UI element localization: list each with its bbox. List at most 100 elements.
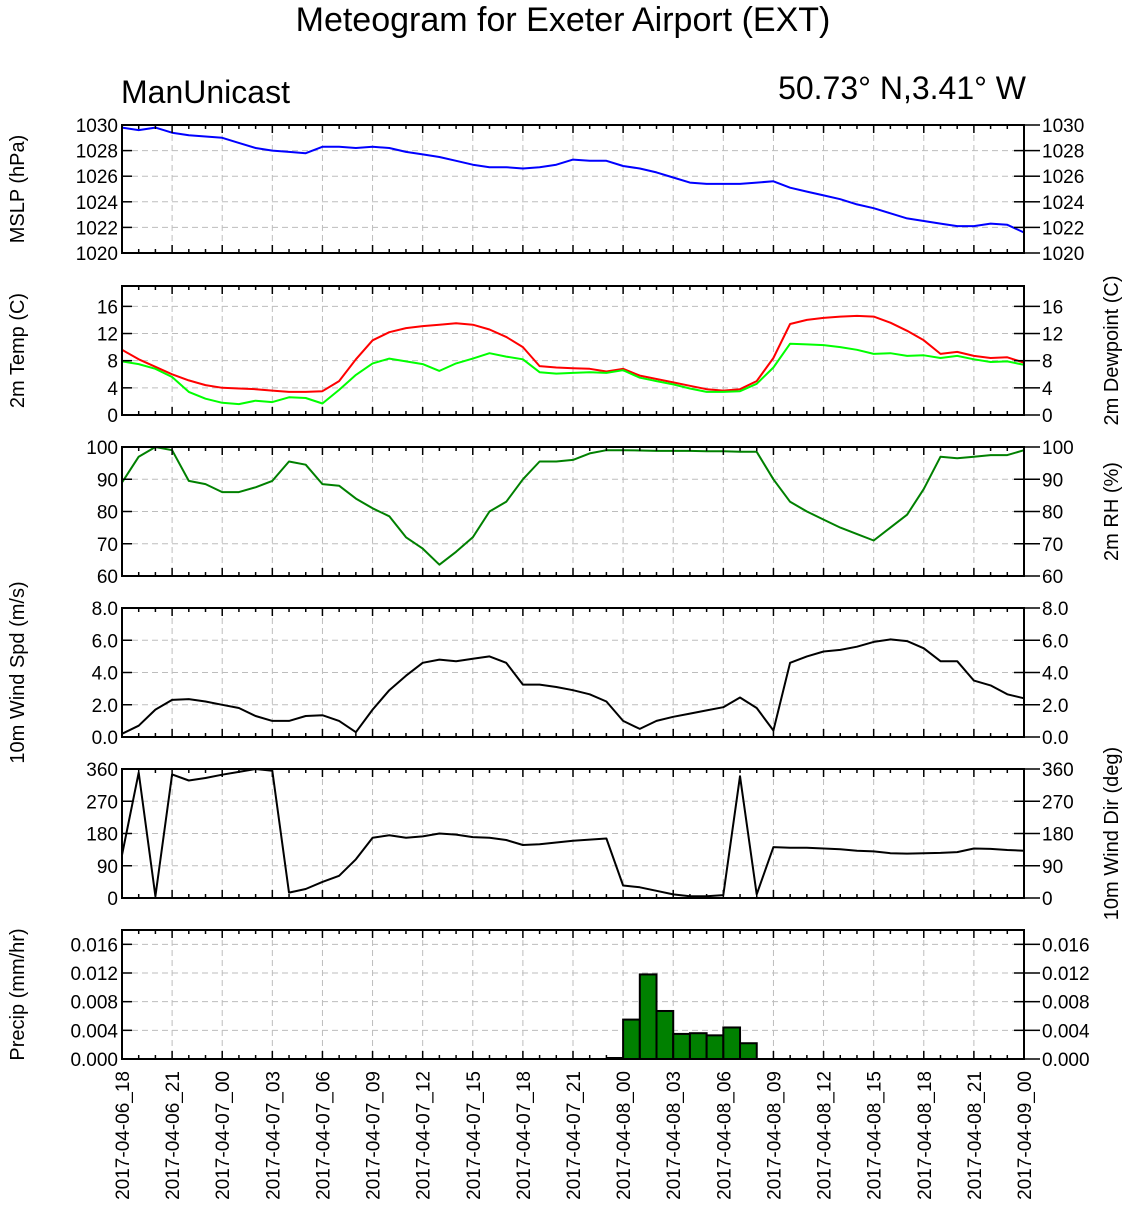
precip-bar bbox=[655, 1009, 675, 1061]
y-tick-label: 0.012 bbox=[70, 964, 118, 985]
y-tick-label: 4 bbox=[1042, 379, 1053, 400]
y-tick-label: 0.008 bbox=[1042, 993, 1090, 1014]
y-tick-label: 1026 bbox=[76, 167, 118, 188]
y-tick-label: 80 bbox=[1042, 503, 1063, 524]
y-tick-label: 1028 bbox=[1042, 142, 1084, 163]
y-tick-label: 0.004 bbox=[70, 1021, 118, 1042]
y-tick-label: 16 bbox=[1042, 297, 1063, 318]
x-tick-label: 2017-04-07_09 bbox=[364, 1071, 385, 1200]
x-tick-label: 2017-04-07_03 bbox=[263, 1071, 284, 1200]
x-tick-label: 2017-04-08_21 bbox=[965, 1071, 986, 1200]
series-line-0-0 bbox=[121, 126, 1025, 234]
panel-3 bbox=[121, 607, 1040, 738]
y-tick-label: 1022 bbox=[1042, 218, 1084, 239]
x-tick-label: 2017-04-07_18 bbox=[514, 1071, 535, 1200]
y-tick-label: 4 bbox=[107, 379, 118, 400]
y-tick-label: 70 bbox=[1042, 535, 1063, 556]
y-tick-label: 0.016 bbox=[70, 935, 118, 956]
y-tick-label: 0.016 bbox=[1042, 935, 1090, 956]
y-tick-label: 0.008 bbox=[70, 993, 118, 1014]
precip-bar bbox=[672, 1032, 691, 1060]
y-tick-label: 0.000 bbox=[70, 1050, 118, 1071]
y-tick-label: 12 bbox=[1042, 325, 1063, 346]
y-tick-label: 1022 bbox=[76, 218, 118, 239]
precip-bar bbox=[705, 1034, 725, 1060]
y-tick-label: 8.0 bbox=[1042, 599, 1068, 620]
y-tick-label: 2.0 bbox=[1042, 696, 1068, 717]
precip-bar bbox=[722, 1026, 742, 1061]
y-tick-label: 180 bbox=[86, 825, 118, 846]
y-axis-label: Precip (mm/hr) bbox=[7, 928, 29, 1060]
precip-bar bbox=[638, 973, 658, 1061]
y-tick-label: 0.0 bbox=[92, 728, 118, 749]
y-axis-label: 2m Temp (C) bbox=[7, 293, 29, 408]
y-tick-label: 1020 bbox=[76, 244, 118, 265]
y-tick-label: 0 bbox=[107, 406, 118, 427]
y-tick-label: 100 bbox=[86, 438, 118, 459]
y-tick-label: 0 bbox=[107, 889, 118, 910]
y-tick-label: 0.012 bbox=[1042, 964, 1090, 985]
x-tick-label: 2017-04-07_21 bbox=[564, 1071, 585, 1200]
y-tick-label: 360 bbox=[86, 760, 118, 781]
x-tick-label: 2017-04-08_00 bbox=[614, 1071, 635, 1200]
y-axis-label: MSLP (hPa) bbox=[7, 135, 29, 244]
y-axis-label-right: 2m Dewpoint (C) bbox=[1101, 275, 1123, 425]
y-tick-label: 90 bbox=[97, 857, 118, 878]
y-tick-label: 90 bbox=[1042, 470, 1063, 491]
y-tick-label: 100 bbox=[1042, 438, 1074, 459]
series-line-1-1 bbox=[121, 342, 1025, 406]
y-tick-label: 1026 bbox=[1042, 167, 1084, 188]
x-tick-label: 2017-04-07_00 bbox=[213, 1071, 234, 1200]
panel-0 bbox=[121, 124, 1040, 254]
x-tick-label: 2017-04-08_15 bbox=[865, 1071, 886, 1200]
y-tick-label: 4.0 bbox=[92, 664, 118, 685]
y-axis-label-right: 10m Wind Dir (deg) bbox=[1101, 747, 1123, 920]
x-tick-label: 2017-04-08_18 bbox=[915, 1071, 936, 1200]
y-tick-label: 6.0 bbox=[92, 631, 118, 652]
precip-bar bbox=[622, 1018, 641, 1060]
y-tick-label: 16 bbox=[97, 297, 118, 318]
y-tick-label: 60 bbox=[1042, 567, 1063, 588]
y-tick-label: 2.0 bbox=[92, 696, 118, 717]
y-tick-label: 1020 bbox=[1042, 244, 1084, 265]
station-coordinates: 50.73° N,3.41° W bbox=[778, 70, 1026, 106]
x-tick-label: 2017-04-08_03 bbox=[664, 1071, 685, 1200]
x-tick-label: 2017-04-07_06 bbox=[313, 1071, 334, 1200]
y-tick-label: 12 bbox=[97, 325, 118, 346]
model-name: ManUnicast bbox=[121, 74, 290, 110]
x-tick-label: 2017-04-08_06 bbox=[714, 1071, 735, 1200]
x-tick-label: 2017-04-07_15 bbox=[464, 1071, 485, 1200]
x-tick-label: 2017-04-08_09 bbox=[764, 1071, 785, 1200]
y-tick-label: 1024 bbox=[1042, 193, 1085, 214]
y-tick-label: 270 bbox=[1042, 792, 1074, 813]
y-axis-label: 10m Wind Spd (m/s) bbox=[7, 581, 29, 763]
x-tick-label: 2017-04-06_21 bbox=[163, 1071, 184, 1200]
y-tick-label: 80 bbox=[97, 503, 118, 524]
x-tick-label: 2017-04-08_12 bbox=[815, 1071, 836, 1200]
panel-5 bbox=[121, 929, 1040, 1061]
y-tick-label: 1030 bbox=[76, 116, 118, 137]
series-line-3-0 bbox=[121, 638, 1025, 735]
y-tick-label: 0.000 bbox=[1042, 1050, 1090, 1071]
y-tick-label: 90 bbox=[97, 470, 118, 491]
y-axis-label-right: 2m RH (%) bbox=[1101, 462, 1123, 561]
y-tick-label: 180 bbox=[1042, 825, 1074, 846]
series-line-1-0 bbox=[121, 314, 1025, 393]
y-tick-label: 8 bbox=[107, 352, 118, 373]
panel-4 bbox=[121, 768, 1040, 899]
y-tick-label: 270 bbox=[86, 792, 118, 813]
y-tick-label: 360 bbox=[1042, 760, 1074, 781]
y-tick-label: 0 bbox=[1042, 889, 1053, 910]
x-tick-label: 2017-04-09_00 bbox=[1015, 1071, 1036, 1200]
y-tick-label: 0.0 bbox=[1042, 728, 1068, 749]
y-tick-label: 6.0 bbox=[1042, 631, 1068, 652]
y-tick-label: 1030 bbox=[1042, 116, 1084, 137]
y-tick-label: 0 bbox=[1042, 406, 1053, 427]
y-tick-label: 0.004 bbox=[1042, 1021, 1090, 1042]
x-tick-label: 2017-04-07_12 bbox=[414, 1071, 435, 1200]
y-tick-label: 60 bbox=[97, 567, 118, 588]
x-tick-label: 2017-04-06_18 bbox=[113, 1071, 134, 1200]
y-tick-label: 4.0 bbox=[1042, 664, 1068, 685]
precip-bar bbox=[688, 1032, 708, 1060]
